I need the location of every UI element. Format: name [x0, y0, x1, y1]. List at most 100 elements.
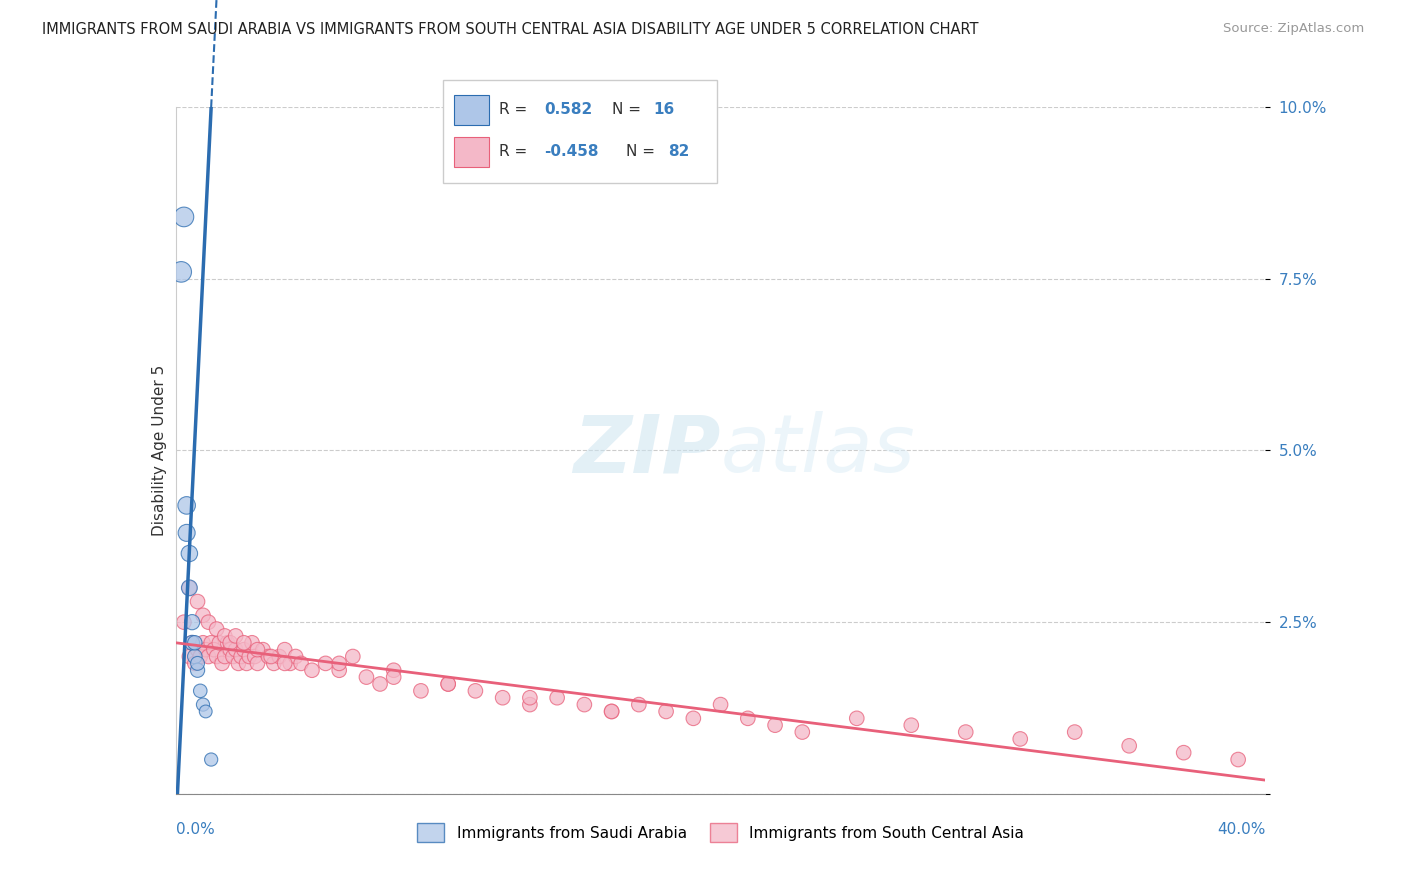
- Point: [191, 636, 214, 650]
- Point: [437, 677, 460, 691]
- Point: [173, 615, 195, 630]
- Point: [191, 608, 214, 623]
- Point: [1227, 753, 1250, 767]
- Point: [342, 649, 364, 664]
- Point: [1173, 746, 1195, 760]
- Point: [600, 705, 623, 719]
- Point: [181, 636, 204, 650]
- Text: N =: N =: [626, 145, 655, 159]
- Point: [184, 657, 207, 671]
- Text: 0.0%: 0.0%: [176, 822, 215, 837]
- Point: [682, 711, 704, 725]
- Point: [225, 629, 247, 643]
- Point: [574, 698, 596, 712]
- Point: [263, 657, 285, 671]
- Point: [184, 636, 207, 650]
- Point: [181, 615, 204, 630]
- Point: [202, 642, 225, 657]
- Point: [301, 663, 323, 677]
- Point: [464, 683, 486, 698]
- Text: Source: ZipAtlas.com: Source: ZipAtlas.com: [1223, 22, 1364, 36]
- Point: [290, 657, 312, 671]
- Point: [845, 711, 868, 725]
- Point: [194, 705, 217, 719]
- Point: [188, 683, 211, 698]
- Point: [269, 649, 291, 664]
- Point: [219, 642, 242, 657]
- Text: 0.582: 0.582: [544, 103, 592, 117]
- Text: -0.458: -0.458: [544, 145, 599, 159]
- Point: [246, 657, 269, 671]
- Point: [284, 649, 307, 664]
- Point: [238, 649, 260, 664]
- Text: ZIP: ZIP: [574, 411, 721, 490]
- Point: [205, 622, 228, 636]
- Point: [792, 725, 814, 739]
- Point: [208, 636, 231, 650]
- Text: IMMIGRANTS FROM SAUDI ARABIA VS IMMIGRANTS FROM SOUTH CENTRAL ASIA DISABILITY AG: IMMIGRANTS FROM SAUDI ARABIA VS IMMIGRAN…: [42, 22, 979, 37]
- Text: R =: R =: [499, 145, 527, 159]
- Point: [519, 690, 541, 705]
- Point: [1063, 725, 1085, 739]
- Text: atlas: atlas: [721, 411, 915, 490]
- Point: [315, 657, 337, 671]
- Point: [955, 725, 977, 739]
- Point: [1010, 731, 1032, 746]
- Point: [214, 629, 236, 643]
- Point: [181, 636, 204, 650]
- Point: [257, 649, 280, 664]
- Point: [225, 642, 247, 657]
- Point: [246, 642, 269, 657]
- Point: [186, 657, 209, 671]
- Point: [382, 663, 405, 677]
- Point: [368, 677, 391, 691]
- Point: [211, 657, 233, 671]
- Point: [179, 546, 201, 561]
- Point: [176, 499, 198, 513]
- Point: [188, 649, 211, 664]
- Point: [176, 525, 198, 540]
- Point: [763, 718, 786, 732]
- Point: [186, 642, 209, 657]
- Point: [217, 636, 239, 650]
- Point: [382, 670, 405, 684]
- Point: [186, 663, 209, 677]
- Point: [546, 690, 568, 705]
- Point: [194, 642, 217, 657]
- Point: [232, 642, 254, 657]
- Point: [228, 657, 250, 671]
- Point: [184, 649, 207, 664]
- Point: [519, 698, 541, 712]
- Point: [243, 649, 266, 664]
- Point: [655, 705, 678, 719]
- Text: 82: 82: [668, 145, 689, 159]
- Point: [197, 649, 219, 664]
- Point: [222, 649, 245, 664]
- Text: N =: N =: [612, 103, 641, 117]
- Point: [232, 636, 254, 650]
- Point: [197, 615, 219, 630]
- Point: [409, 683, 432, 698]
- Point: [328, 663, 350, 677]
- Point: [186, 594, 209, 608]
- Point: [328, 657, 350, 671]
- Point: [235, 657, 257, 671]
- Point: [191, 698, 214, 712]
- Text: 40.0%: 40.0%: [1218, 822, 1265, 837]
- Point: [627, 698, 650, 712]
- Point: [179, 581, 201, 595]
- Point: [900, 718, 922, 732]
- Point: [274, 642, 297, 657]
- Point: [200, 753, 222, 767]
- Point: [173, 210, 195, 224]
- Point: [214, 649, 236, 664]
- Text: 16: 16: [654, 103, 675, 117]
- Text: R =: R =: [499, 103, 527, 117]
- Point: [240, 636, 263, 650]
- Y-axis label: Disability Age Under 5: Disability Age Under 5: [152, 365, 167, 536]
- Point: [170, 265, 193, 279]
- Point: [274, 657, 297, 671]
- Point: [737, 711, 759, 725]
- Point: [260, 649, 283, 664]
- Point: [252, 642, 274, 657]
